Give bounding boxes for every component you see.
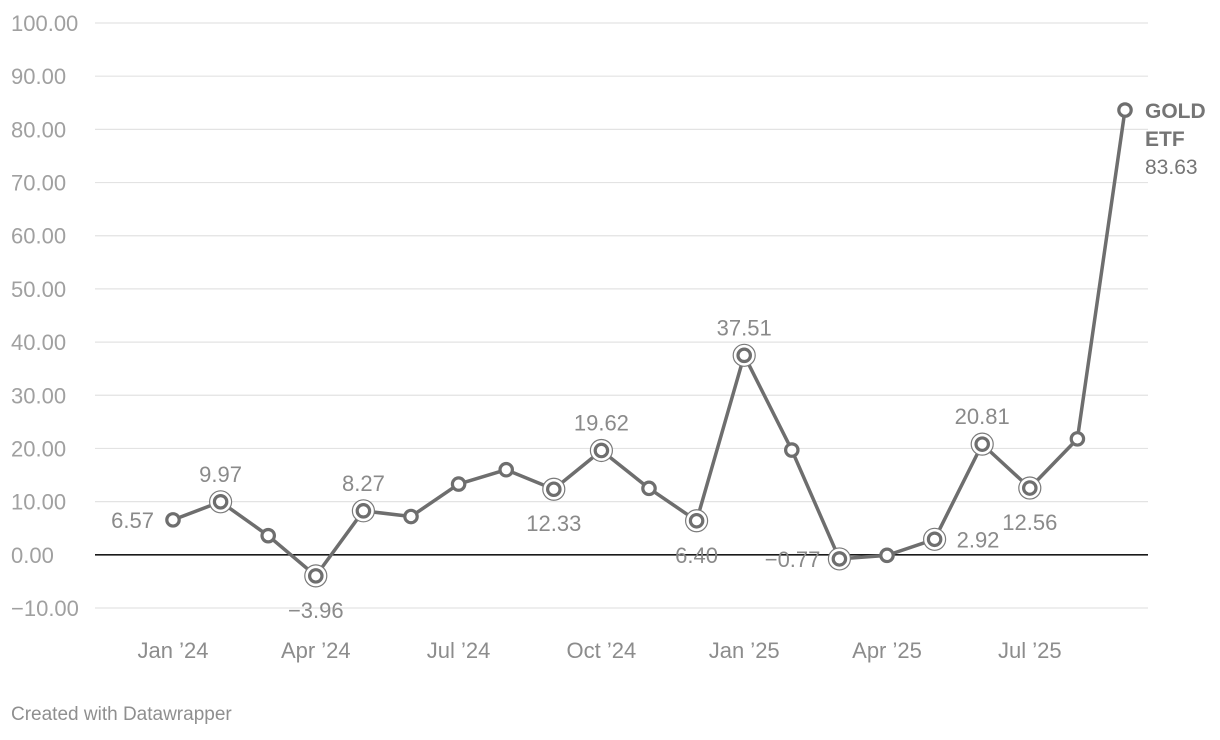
data-point	[1069, 431, 1086, 447]
data-point	[593, 442, 610, 459]
y-tick-label: 10.00	[11, 490, 66, 515]
x-tick-label: Jul ’25	[998, 638, 1062, 663]
y-tick-label: 30.00	[11, 383, 66, 408]
data-point	[1022, 480, 1038, 496]
data-label: 12.33	[526, 511, 581, 536]
data-label: 6.57	[111, 508, 154, 533]
data-point	[498, 461, 514, 478]
data-label: −0.77	[765, 547, 821, 572]
y-tick-label: 60.00	[11, 224, 66, 249]
data-point	[212, 493, 229, 510]
data-point	[926, 531, 943, 548]
y-axis-tick-labels: 100.00 90.00 80.00 70.00 60.00 50.00 40.00 30.0…	[11, 11, 79, 621]
y-tick-label: 20.00	[11, 436, 66, 461]
data-point	[355, 503, 372, 519]
data-point	[641, 480, 657, 497]
y-tick-label: 50.00	[11, 277, 66, 302]
series-line-layer	[171, 108, 1127, 578]
data-point	[688, 512, 705, 529]
y-tick-label: 90.00	[11, 64, 66, 89]
data-point	[450, 476, 467, 492]
x-tick-label: Jan ’24	[138, 638, 209, 663]
data-point	[165, 512, 181, 528]
series-points	[165, 102, 1133, 588]
data-label: 6.40	[675, 543, 718, 568]
data-point	[831, 551, 848, 567]
data-label: 19.62	[574, 410, 629, 435]
data-point	[736, 347, 752, 364]
grid-lines	[95, 22, 1148, 609]
series-line	[171, 108, 1127, 578]
data-label: −3.96	[288, 598, 344, 623]
y-tick-label: 100.00	[11, 11, 78, 36]
x-tick-label: Jul ’24	[427, 638, 491, 663]
x-tick-label: Oct ’24	[567, 638, 637, 663]
y-tick-label: 80.00	[11, 117, 66, 142]
y-tick-label: 70.00	[11, 171, 66, 196]
data-point	[403, 508, 419, 525]
y-tick-label: −10.00	[11, 596, 79, 621]
data-point	[974, 436, 990, 452]
series-end-label: GOLD ETF 83.63	[1145, 100, 1206, 179]
series-name-label: ETF	[1145, 128, 1185, 151]
data-labels: 6.57 9.97 −3.96 8.27 12.33 19.62 6.40 37.51 −0.7…	[111, 315, 1057, 623]
data-label: 20.81	[955, 404, 1010, 429]
series-end-value: 83.63	[1145, 156, 1198, 179]
x-axis-tick-labels: Jan ’24 Apr ’24 Jul ’24 Oct ’24 Jan ’25 Apr ’…	[138, 638, 1062, 663]
data-point	[1117, 102, 1133, 118]
data-label: 37.51	[717, 315, 772, 340]
data-point	[260, 527, 276, 544]
y-tick-label: 40.00	[11, 330, 66, 355]
x-tick-label: Jan ’25	[709, 638, 780, 663]
series-name-label: GOLD	[1145, 100, 1206, 123]
data-label: 8.27	[342, 471, 385, 496]
data-label: 2.92	[957, 527, 1000, 552]
data-label: 12.56	[1002, 510, 1057, 535]
data-point	[879, 547, 895, 564]
data-point	[307, 568, 324, 584]
y-tick-label: 0.00	[11, 543, 54, 568]
data-point	[545, 481, 562, 498]
x-tick-label: Apr ’24	[281, 638, 351, 663]
footer-credit: Created with Datawrapper	[11, 704, 232, 725]
x-tick-label: Apr ’25	[852, 638, 922, 663]
data-label: 9.97	[199, 462, 242, 487]
line-chart: 100.00 90.00 80.00 70.00 60.00 50.00 40.00 30.0…	[11, 11, 1206, 663]
data-point	[783, 442, 800, 458]
